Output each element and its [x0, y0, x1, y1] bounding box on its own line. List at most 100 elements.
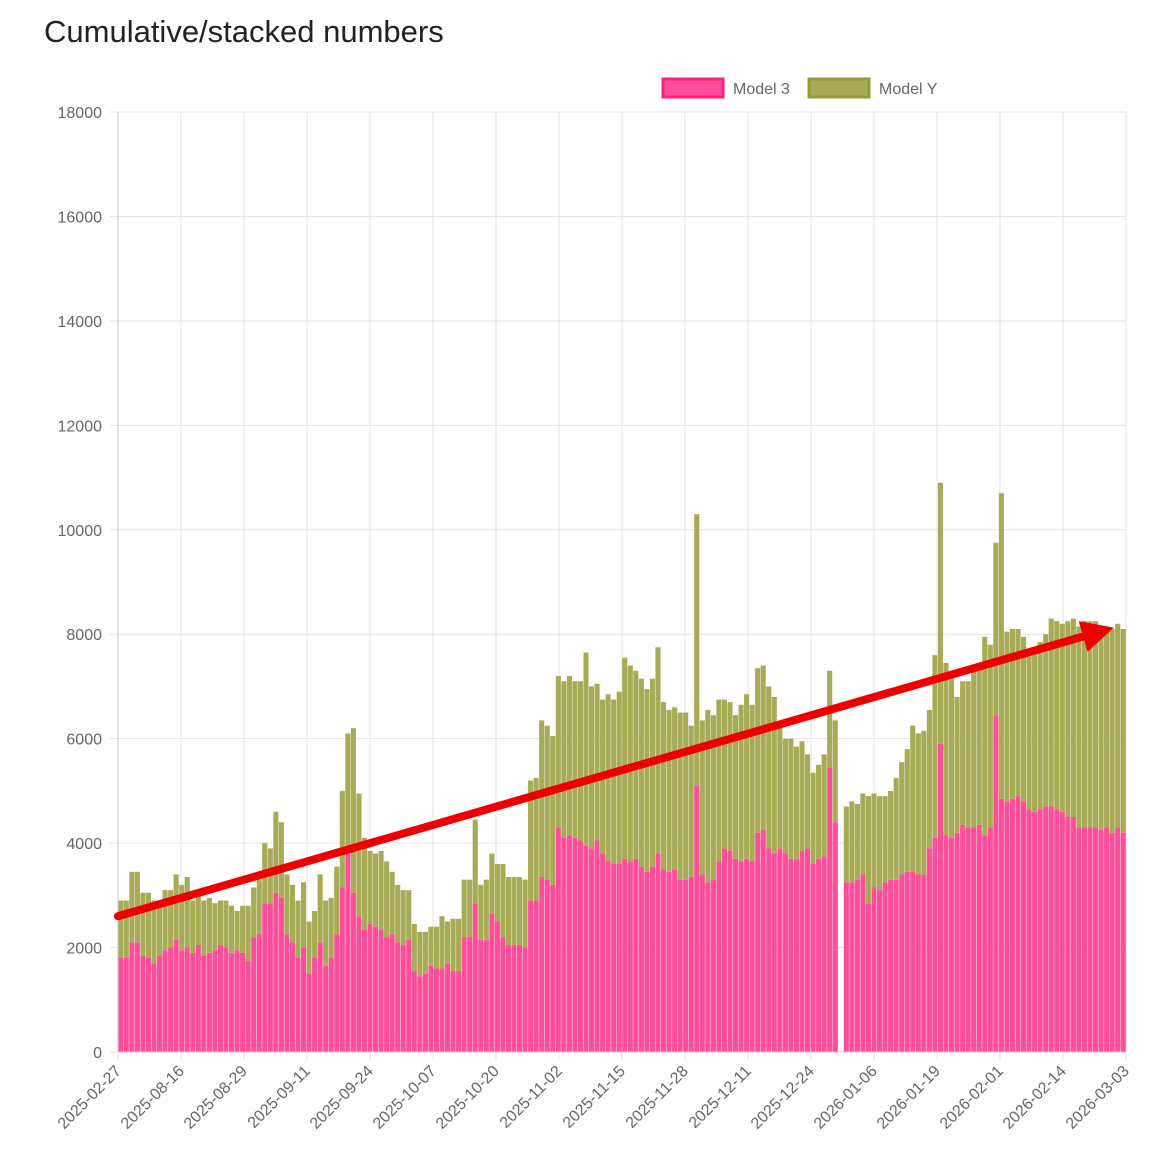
bar-model-3 — [129, 942, 135, 1052]
bar-model-3 — [843, 882, 849, 1052]
bar-model-y — [937, 482, 944, 744]
x-tick-label: 2025-10-07 — [370, 1063, 440, 1133]
bar-model-y — [871, 793, 877, 888]
bar-model-y — [854, 803, 860, 880]
bar-model-3 — [550, 884, 556, 1052]
bar-model-3 — [1115, 827, 1121, 1052]
bar-model-3 — [312, 958, 318, 1052]
bar-model-3 — [356, 916, 362, 1052]
bar-model-y — [356, 793, 362, 917]
bar-model-3 — [799, 850, 805, 1052]
y-tick-label: 6000 — [66, 732, 102, 749]
bar-model-y — [672, 707, 678, 870]
bar-model-3 — [1032, 811, 1038, 1052]
bar-model-3 — [921, 874, 927, 1052]
bar-model-3 — [849, 882, 855, 1052]
bar-model-y — [777, 723, 783, 849]
bar-model-y — [960, 681, 966, 825]
bar-model-y — [345, 733, 351, 851]
y-tick-label: 18000 — [58, 105, 103, 122]
bar-model-y — [444, 921, 451, 964]
bar-model-y — [240, 905, 246, 953]
bar-model-3 — [190, 952, 196, 1052]
bar-model-3 — [212, 950, 218, 1052]
bar-model-3 — [306, 973, 312, 1052]
bar-model-3 — [467, 937, 473, 1052]
x-tick-label: 2026-02-14 — [1000, 1063, 1070, 1133]
bar-model-3 — [865, 903, 872, 1052]
bar-model-3 — [118, 958, 124, 1052]
bar-model-3 — [350, 892, 356, 1052]
bar-model-3 — [228, 952, 235, 1052]
bar-model-y — [644, 689, 650, 872]
bar-model-y — [328, 897, 334, 958]
bar-model-3 — [816, 858, 822, 1052]
bar-model-y — [439, 916, 445, 969]
bar-model-y — [1109, 629, 1115, 833]
bar-model-3 — [555, 827, 561, 1052]
bar-model-3 — [439, 968, 445, 1052]
bar-model-y — [810, 772, 816, 864]
bar-model-y — [428, 926, 434, 966]
bar-model-3 — [361, 929, 368, 1052]
bar-model-y — [450, 918, 456, 972]
bar-model-y — [948, 676, 955, 838]
legend-item-model-3[interactable]: Model 3 — [661, 77, 790, 99]
bar-model-3 — [677, 879, 683, 1052]
bar-model-y — [372, 853, 379, 927]
bar-model-3 — [223, 947, 229, 1052]
legend[interactable]: Model 3 Model Y — [661, 77, 938, 99]
bar-model-y — [976, 665, 982, 825]
bar-model-3 — [433, 968, 440, 1052]
bar-model-3 — [461, 937, 467, 1052]
bar-model-3 — [539, 877, 545, 1052]
x-tick-label: 2025-02-27 — [55, 1063, 125, 1133]
bar-model-y — [588, 686, 595, 849]
bar-model-y — [1081, 621, 1088, 828]
bar-model-y — [406, 890, 412, 940]
bar-model-y — [278, 822, 284, 898]
bar-model-y — [1048, 618, 1054, 807]
bar-model-3 — [871, 887, 877, 1052]
x-tick-label: 2026-03-03 — [1063, 1063, 1133, 1133]
bar-model-y — [472, 819, 478, 904]
bar-model-3 — [600, 853, 606, 1052]
bar-model-3 — [583, 845, 589, 1052]
x-tick-label: 2025-12-24 — [748, 1063, 818, 1133]
bar-model-y — [965, 681, 971, 828]
trend-annotation — [114, 621, 1114, 921]
bar-model-3 — [406, 939, 412, 1052]
bar-model-y — [694, 514, 700, 786]
bar-model-3 — [184, 947, 190, 1052]
bar-model-y — [378, 850, 384, 930]
bar-model-3 — [683, 879, 689, 1052]
bar-model-3 — [821, 856, 827, 1052]
bar-model-3 — [638, 866, 644, 1052]
bar-model-y — [577, 681, 584, 841]
bar-model-y — [1120, 629, 1126, 833]
legend-label: Model Y — [879, 81, 938, 98]
bar-model-3 — [716, 861, 722, 1052]
legend-item-model-y[interactable]: Model Y — [807, 77, 938, 99]
bar-model-y — [489, 853, 495, 914]
x-tick-label: 2025-08-16 — [118, 1063, 188, 1133]
bar-model-y — [943, 662, 949, 836]
bar-model-3 — [245, 960, 251, 1052]
bar-model-3 — [633, 858, 639, 1052]
bar-model-y — [566, 676, 572, 836]
bar-model-3 — [378, 929, 384, 1052]
bar-model-y — [932, 655, 938, 838]
bar-model-y — [683, 712, 689, 880]
chart-title: Cumulative/stacked numbers — [44, 14, 444, 49]
bar-model-3 — [500, 937, 506, 1052]
bar-model-y — [611, 699, 617, 864]
bar-model-3 — [965, 827, 971, 1052]
bar-model-3 — [832, 822, 838, 1052]
bar-model-3 — [240, 952, 246, 1052]
bar-model-y — [184, 877, 190, 948]
bar-model-y — [849, 801, 855, 883]
trend-arrow — [114, 621, 1114, 921]
bar-model-3 — [400, 944, 406, 1052]
y-tick-label: 14000 — [58, 314, 103, 331]
